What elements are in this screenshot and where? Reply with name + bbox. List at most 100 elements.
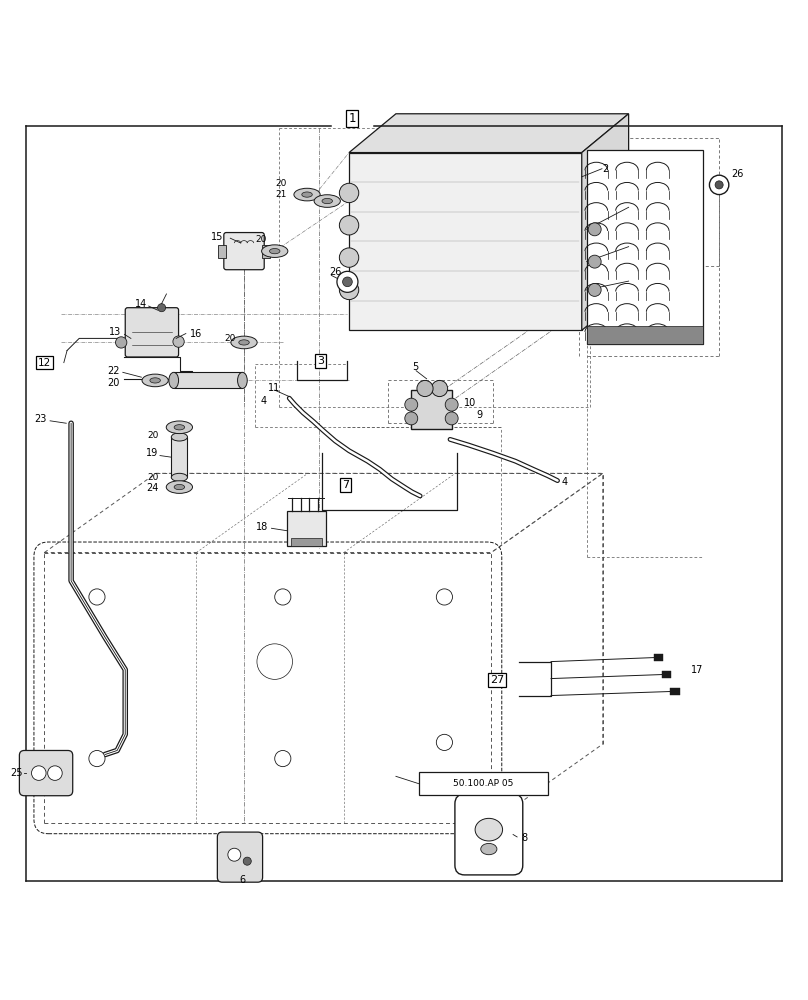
Circle shape [339,280,359,300]
Text: 20: 20 [276,179,287,188]
Ellipse shape [150,378,160,383]
Circle shape [243,857,251,865]
Circle shape [257,644,292,679]
Ellipse shape [175,425,184,430]
Circle shape [116,337,127,348]
Ellipse shape [481,843,497,855]
Text: 26: 26 [329,267,341,277]
Bar [419,772,548,795]
Circle shape [436,734,452,750]
Ellipse shape [142,374,168,387]
Circle shape [339,248,359,267]
Circle shape [32,766,46,780]
Circle shape [588,255,601,268]
Text: 10: 10 [464,398,476,408]
Polygon shape [582,114,629,330]
Circle shape [715,181,723,189]
Bar [291,538,322,546]
Ellipse shape [171,433,187,441]
Text: 20: 20 [147,431,158,440]
Bar [662,671,671,678]
Text: 19: 19 [146,448,158,458]
Bar [171,437,187,477]
Text: 16: 16 [190,329,202,339]
Circle shape [158,304,166,312]
Bar [670,688,680,695]
Ellipse shape [166,481,192,493]
Text: 9: 9 [477,410,483,420]
Text: 12: 12 [38,358,51,368]
Ellipse shape [231,336,257,349]
Circle shape [228,848,241,861]
Bar [587,326,703,344]
Text: 1: 1 [348,112,356,125]
Ellipse shape [302,192,313,197]
Text: 4: 4 [260,396,267,406]
Text: 20: 20 [107,378,120,388]
Circle shape [275,589,291,605]
Text: 20: 20 [255,235,267,244]
Polygon shape [349,153,582,330]
FancyBboxPatch shape [455,794,523,875]
Text: 13: 13 [109,327,121,337]
Circle shape [339,216,359,235]
Text: 27: 27 [490,675,504,685]
Polygon shape [349,114,629,153]
Circle shape [173,336,184,347]
Bar [174,372,242,388]
Circle shape [89,589,105,605]
Text: 14: 14 [135,299,147,309]
FancyBboxPatch shape [19,750,73,796]
Text: 15: 15 [211,232,223,242]
Bar [218,245,226,258]
Circle shape [275,750,291,767]
Text: 25: 25 [11,768,23,778]
Circle shape [588,223,601,236]
Ellipse shape [294,188,320,201]
Ellipse shape [238,372,247,388]
Text: 7: 7 [343,480,349,490]
Text: 18: 18 [256,522,268,532]
Text: 8: 8 [521,833,528,843]
Text: 26: 26 [731,169,743,179]
Circle shape [343,277,352,287]
Text: 5: 5 [412,362,419,372]
FancyBboxPatch shape [224,233,264,270]
Ellipse shape [239,340,249,345]
Text: 50.100.AP 05: 50.100.AP 05 [453,779,513,788]
Circle shape [405,412,418,425]
Bar [287,511,326,546]
Bar [587,150,703,344]
Circle shape [709,175,729,195]
FancyBboxPatch shape [217,832,263,882]
Circle shape [588,283,601,296]
Bar [262,245,270,258]
Bar [411,390,452,429]
Ellipse shape [322,198,333,204]
Ellipse shape [475,818,503,841]
FancyBboxPatch shape [125,308,179,357]
Ellipse shape [262,245,288,257]
Text: 20: 20 [225,334,236,343]
Text: 3: 3 [318,356,324,366]
Text: 22: 22 [107,366,120,376]
Circle shape [445,398,458,411]
Circle shape [339,183,359,203]
Circle shape [89,750,105,767]
Ellipse shape [171,473,187,481]
Ellipse shape [175,484,184,490]
Text: 11: 11 [268,383,280,393]
Circle shape [405,398,418,411]
Text: 20: 20 [147,473,158,482]
Text: 2: 2 [602,164,608,174]
Circle shape [337,271,358,292]
Ellipse shape [270,249,280,254]
Circle shape [431,380,448,397]
Text: 17: 17 [691,665,703,675]
Text: 23: 23 [35,414,47,424]
Text: 21: 21 [276,190,287,199]
Text: 6: 6 [239,875,246,885]
Bar [654,654,663,661]
Text: 4: 4 [562,477,568,487]
Ellipse shape [166,421,192,434]
